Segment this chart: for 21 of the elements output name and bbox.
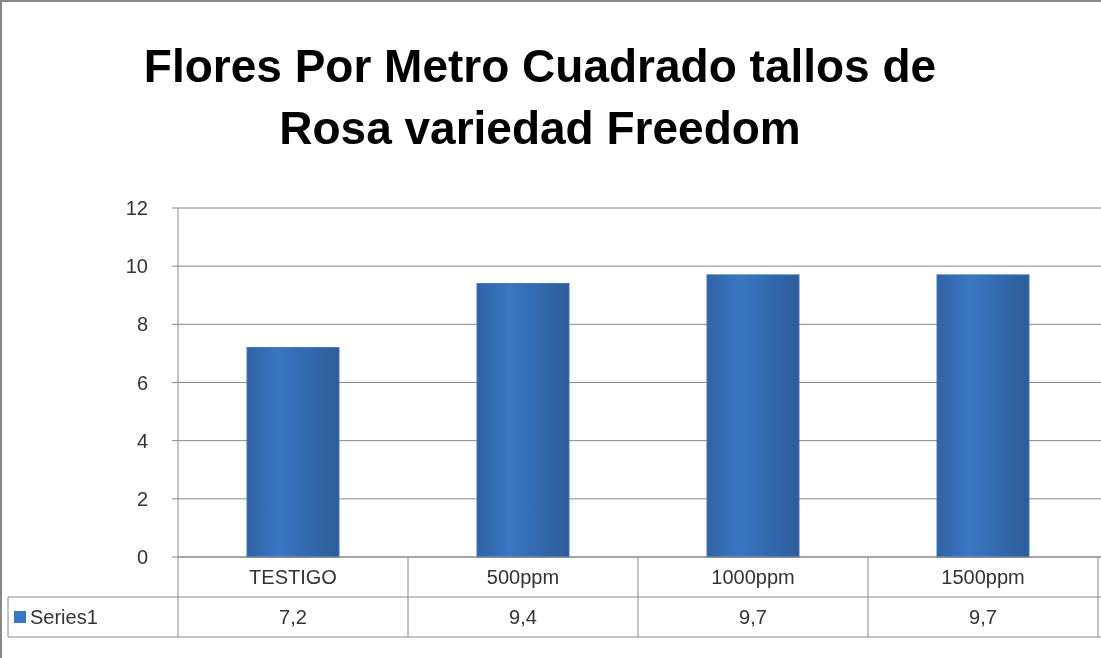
data-label: 9,7 [739,606,767,628]
data-label: 9,7 [969,606,997,628]
y-tick-label: 8 [136,313,148,336]
y-tick-label: 4 [136,429,148,452]
bar [936,274,1030,558]
x-tick-label: 500ppm [486,566,560,588]
x-tick-label: 1500ppm [941,566,1025,588]
y-tick-label: 12 [125,197,148,219]
y-tick-label: 0 [136,546,148,568]
data-label: 7,2 [279,606,307,628]
y-tick-label: 10 [125,255,148,278]
legend-label: Series1 [30,606,98,628]
bar [706,274,800,558]
data-label: 9,4 [509,606,537,628]
bar [246,347,340,558]
x-tick-label: TESTIGO [249,566,337,588]
y-tick-label: 2 [136,487,148,510]
chart-title: Flores Por Metro Cuadrado tallos de Rosa variedad Freedom [143,40,937,154]
x-tick-label: 1000ppm [711,566,795,588]
bar [476,283,570,558]
y-tick-label: 6 [136,371,148,394]
